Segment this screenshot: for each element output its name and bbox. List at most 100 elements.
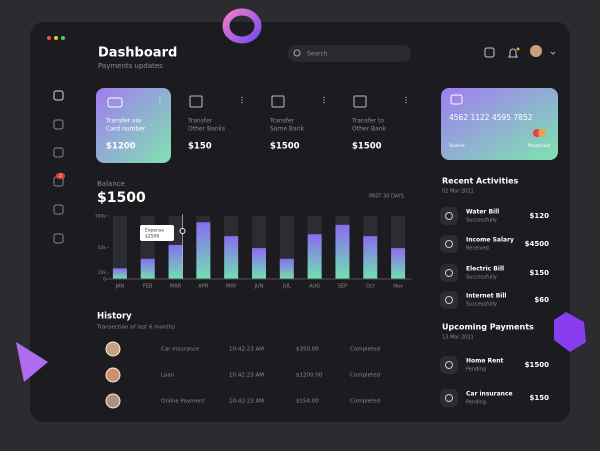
- history-rows: Car Insurance 10:42:23 AM $350.00 Completed…: [105, 341, 380, 409]
- menu-dots: ⋮: [238, 96, 246, 105]
- upcoming-title: Upcoming Payments: [442, 323, 534, 332]
- x-tick-label: JAN: [115, 284, 125, 290]
- item-status: Received: [466, 246, 489, 252]
- y-tick-label: 50k: [98, 245, 107, 251]
- transfer-label: Transfer: [269, 118, 295, 125]
- bell-icon[interactable]: [508, 48, 518, 58]
- bar: [168, 244, 183, 279]
- mc-circle: [538, 129, 546, 137]
- bar: [307, 234, 322, 279]
- x-tick-label: JUN: [254, 284, 264, 290]
- item-amount: $1500: [525, 361, 549, 369]
- hover-dot: [179, 228, 186, 234]
- nav-icon[interactable]: [53, 233, 64, 244]
- item-glyph: [445, 240, 453, 248]
- subtitle: Payments updates: [98, 62, 163, 70]
- item-icon[interactable]: [440, 291, 458, 309]
- history-cell: $154.00: [296, 399, 319, 405]
- transfer-label: Other Banks: [188, 126, 225, 133]
- chip: [450, 94, 463, 105]
- bar: [391, 248, 406, 279]
- chevron[interactable]: [550, 51, 556, 55]
- bar: [224, 236, 239, 279]
- search-icon: [293, 49, 301, 57]
- avatar: [105, 393, 121, 409]
- ring-decor: [222, 8, 262, 44]
- history-cell: Online Payment: [161, 399, 205, 405]
- item-status: Successfully: [466, 275, 497, 281]
- history-cell: Completed: [350, 399, 380, 405]
- tooltip-amount: $2500: [145, 234, 159, 240]
- item-amount: $150: [530, 269, 550, 277]
- x-tick-label: AUG: [309, 284, 320, 290]
- credit-card[interactable]: [441, 88, 558, 160]
- bar-track: [112, 216, 127, 279]
- avatar: [105, 367, 121, 383]
- nav-icon[interactable]: [53, 119, 64, 130]
- item-amount: $60: [534, 296, 549, 304]
- bar: [140, 258, 155, 279]
- bar: [252, 248, 266, 279]
- item-name: Income Salary: [466, 237, 514, 244]
- item-name: Water Bill: [466, 209, 499, 216]
- transfer-amount: $150: [188, 142, 212, 152]
- card-holder: Student: [449, 143, 465, 148]
- transfer-label: Transfer: [187, 118, 213, 125]
- item-name: Electric Bill: [466, 266, 504, 273]
- y-tick-label: 100k: [95, 214, 107, 220]
- history-cell: $350.00: [296, 347, 319, 353]
- balance-amount: $1500: [97, 190, 146, 206]
- avatar[interactable]: [530, 45, 542, 57]
- menu-dots: ⋮: [320, 96, 328, 105]
- history-cell: Completed: [350, 373, 380, 379]
- x-tick-label: Nov: [393, 284, 403, 290]
- item-glyph: [445, 269, 453, 277]
- bar: [196, 222, 211, 279]
- history-subtitle: Transection of last 6 months: [96, 325, 175, 331]
- y-tick-label: 10k: [98, 270, 107, 276]
- bar: [335, 224, 350, 279]
- tooltip: [140, 225, 174, 241]
- nav-icon[interactable]: [53, 204, 64, 215]
- item-icon[interactable]: [440, 264, 458, 282]
- recent-title: Recent Activities: [442, 177, 519, 186]
- item-icon[interactable]: [440, 235, 458, 253]
- nav-icon[interactable]: [53, 90, 64, 101]
- item-name: Car insurance: [466, 391, 513, 398]
- history-cell: Loan: [161, 373, 175, 379]
- nav-icon[interactable]: [53, 147, 64, 158]
- transfer-label: Transfer via: [105, 118, 141, 125]
- item-icon[interactable]: [440, 207, 458, 225]
- title: Dashboard: [98, 46, 177, 61]
- transfer-amount: $1200: [106, 142, 136, 152]
- badge-count: 2: [59, 173, 62, 178]
- x-tick-label: JUL: [282, 284, 291, 290]
- search-box[interactable]: [288, 45, 411, 62]
- recent-date: 02 Mar 2021: [442, 189, 474, 195]
- dot: [54, 36, 58, 40]
- avatar: [105, 341, 121, 357]
- x-tick-label: MAR: [170, 284, 182, 290]
- pyramid-decor: [16, 342, 48, 382]
- item-icon[interactable]: [440, 389, 458, 407]
- card-brand: Mastercard: [528, 143, 551, 148]
- tooltip-label: Expense: [145, 228, 164, 234]
- menu-dots: ⋮: [156, 96, 164, 105]
- calendar-icon[interactable]: [484, 47, 495, 58]
- item-amount: $4500: [525, 240, 549, 248]
- transfer-icon: [189, 95, 203, 108]
- history-cell: 10:42:23 AM: [229, 399, 264, 405]
- y-tick-label: 0: [103, 277, 106, 283]
- x-tick-label: MAY: [226, 284, 237, 290]
- item-status: Successfully: [466, 218, 497, 224]
- period: PAST 30 DAYS: [369, 194, 404, 200]
- bar: [112, 268, 127, 279]
- search-placeholder: Search: [307, 51, 328, 58]
- item-status: Successfully: [466, 302, 497, 308]
- menu-dots: ⋮: [402, 96, 410, 105]
- history-cell: $1200.00: [296, 373, 323, 379]
- item-icon[interactable]: [440, 356, 458, 374]
- item-glyph: [445, 394, 453, 402]
